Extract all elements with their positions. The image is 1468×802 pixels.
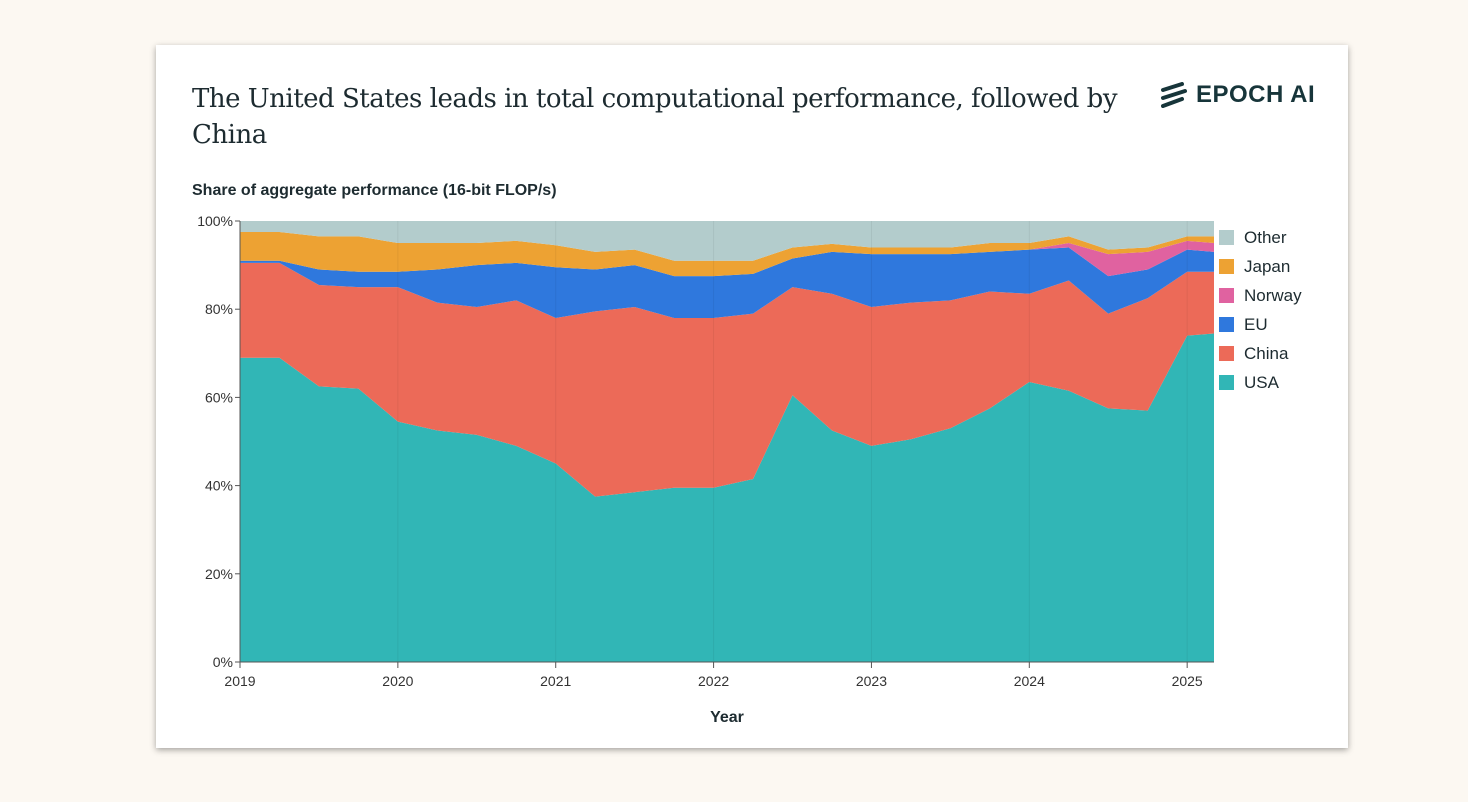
x-tick-label: 2022 [698, 673, 729, 689]
legend-item-norway: Norway [1219, 281, 1302, 310]
legend: Other Japan Norway EU China USA [1219, 223, 1302, 397]
y-tick-label: 60% [205, 389, 233, 405]
legend-label: USA [1244, 372, 1279, 392]
legend-item-china: China [1219, 339, 1302, 368]
x-tick-label: 2025 [1172, 673, 1203, 689]
y-axis-title: Share of aggregate performance (16-bit F… [192, 182, 557, 199]
legend-swatch [1219, 346, 1234, 361]
area-chart: 2019 2020 2021 2022 2023 2024 2025 0% 20% 40% 60% 8… [197, 213, 1214, 726]
x-axis-title: Year [710, 709, 744, 726]
legend-swatch [1219, 317, 1234, 332]
chart-card: The United States leads in total computa… [156, 45, 1348, 748]
y-tick-label: 40% [205, 478, 233, 494]
legend-label: China [1244, 343, 1289, 363]
area-eu [240, 247, 1214, 319]
legend-label: Other [1244, 227, 1287, 247]
legend-swatch [1219, 230, 1234, 245]
area-japan [240, 232, 1214, 277]
y-tick-label: 20% [205, 566, 233, 582]
area-usa [240, 333, 1214, 662]
x-tick-label: 2020 [382, 673, 413, 689]
y-tick-label: 80% [205, 301, 233, 317]
x-tick-label: 2021 [540, 673, 571, 689]
epoch-logo-icon [1161, 82, 1187, 108]
x-tick-label: 2019 [224, 673, 255, 689]
legend-swatch [1219, 375, 1234, 390]
y-tick-label: 0% [213, 654, 233, 670]
area-norway [240, 240, 1214, 277]
logo-text: EPOCH AI [1196, 81, 1316, 108]
legend-item-other: Other [1219, 223, 1302, 252]
legend-item-japan: Japan [1219, 252, 1302, 281]
chart-title: The United States leads in total computa… [192, 84, 1118, 150]
legend-label: Norway [1244, 285, 1302, 305]
x-tick-label: 2024 [1014, 673, 1045, 689]
x-tick-label: 2023 [856, 673, 887, 689]
y-tick-label: 100% [197, 213, 233, 229]
legend-swatch [1219, 288, 1234, 303]
area-other [240, 221, 1214, 261]
legend-item-eu: EU [1219, 310, 1302, 339]
legend-label: EU [1244, 314, 1268, 334]
legend-swatch [1219, 259, 1234, 274]
legend-label: Japan [1244, 256, 1291, 276]
legend-item-usa: USA [1219, 368, 1302, 397]
area-china [240, 262, 1214, 497]
epoch-ai-logo: EPOCH AI [1160, 81, 1315, 109]
